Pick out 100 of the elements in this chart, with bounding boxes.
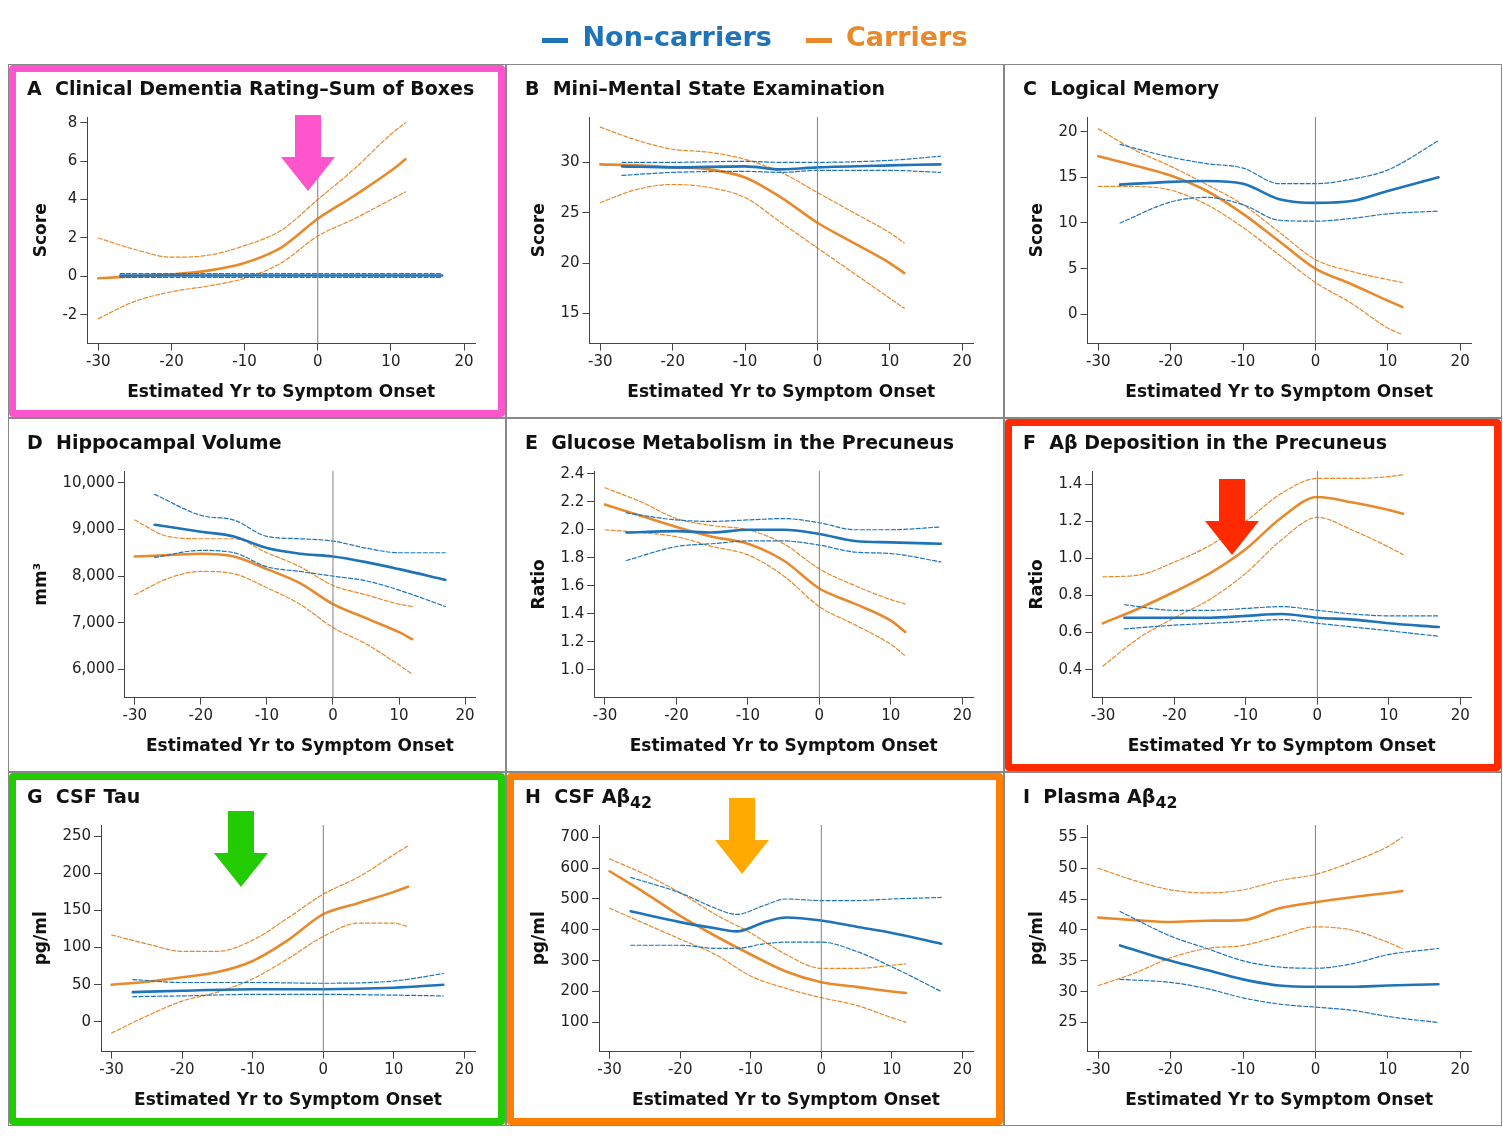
y-tick-label: 10,000 [62, 472, 115, 491]
y-tick-label: 2.2 [560, 491, 585, 510]
x-tick-label: -20 [664, 706, 689, 725]
line-series [625, 540, 942, 563]
x-tick-label: -10 [1233, 706, 1259, 725]
line-series [133, 552, 414, 641]
y-tick-label: 0.6 [1058, 622, 1083, 641]
chart-title: H CSF Aβ$_{42}$ [525, 785, 653, 812]
y-tick-label: 200 [560, 981, 590, 1000]
y-axis-title: Score [29, 203, 50, 258]
y-axis-title: Score [1025, 203, 1046, 258]
legend-label: Non-carriers [582, 20, 772, 52]
y-tick-label: 1.0 [560, 659, 585, 678]
y-tick-label: 500 [560, 888, 590, 907]
y-tick-label: 600 [560, 858, 590, 877]
line-series [609, 858, 907, 969]
y-tick-label: 2.4 [560, 463, 585, 482]
line-series [1119, 196, 1440, 224]
chart-title: D Hippocampal Volume [27, 431, 282, 453]
line-series [604, 487, 906, 605]
line-series [1118, 944, 1440, 989]
line-series [608, 869, 908, 995]
x-tick-label: -10 [1230, 352, 1256, 371]
x-axis-title: Estimated Yr to Symptom Onset [632, 1089, 940, 1110]
chart-title: C Logical Memory [1023, 77, 1220, 99]
y-tick-label: 20 [560, 252, 580, 271]
y-tick-label: 1.2 [1058, 511, 1083, 530]
line-series [1118, 176, 1440, 205]
x-tick-label: 10 [1378, 1060, 1398, 1079]
chart-title: F Aβ Deposition in the Precuneus [1023, 431, 1388, 453]
x-tick-label: -10 [738, 1060, 763, 1079]
line-series [1097, 154, 1404, 309]
y-tick-label: -2 [62, 304, 78, 323]
chart-title: A Clinical Dementia Rating–Sum of Boxes [27, 77, 475, 99]
x-axis-title: Estimated Yr to Symptom Onset [627, 381, 936, 402]
y-tick-label: 200 [62, 863, 92, 882]
x-axis-title: Estimated Yr to Symptom Onset [1125, 381, 1434, 402]
y-tick-label: 35 [1058, 950, 1078, 969]
x-tick-label: -20 [1162, 706, 1187, 725]
x-tick-label: -20 [169, 1060, 195, 1079]
y-tick-label: 5 [1067, 258, 1078, 277]
y-tick-label: 7,000 [71, 612, 115, 631]
x-tick-label: 0 [816, 1060, 827, 1079]
line-series [154, 549, 446, 608]
x-tick-label: 0 [318, 1060, 329, 1079]
x-tick-label: -10 [1230, 1060, 1256, 1079]
y-tick-label: 100 [62, 937, 92, 956]
line-series [603, 503, 907, 634]
x-tick-label: -30 [1086, 1060, 1111, 1079]
line-series [1102, 516, 1404, 667]
x-tick-label: -10 [240, 1060, 265, 1079]
line-series [1119, 910, 1440, 969]
x-tick-label: -30 [592, 706, 618, 725]
y-tick-label: 2.0 [560, 519, 585, 538]
x-axis-title: Estimated Yr to Symptom Onset [134, 1089, 442, 1110]
x-tick-label: 0 [812, 352, 823, 371]
x-tick-label: -20 [660, 352, 685, 371]
y-tick-label: 50 [71, 974, 92, 993]
legend-label: Carriers [845, 20, 968, 52]
y-tick-label: 0 [81, 1011, 92, 1030]
x-tick-label: 20 [1450, 1060, 1470, 1079]
x-tick-label: -10 [254, 706, 280, 725]
y-tick-label: 15 [1058, 167, 1078, 186]
y-axis-title: Score [527, 203, 548, 258]
x-tick-label: 10 [381, 352, 401, 371]
x-tick-label: -30 [86, 352, 111, 371]
y-tick-label: 25 [1058, 1012, 1078, 1031]
y-tick-label: 0 [1067, 304, 1078, 323]
y-tick-label: 40 [1058, 919, 1078, 938]
line-series [630, 876, 942, 916]
y-axis-title: Ratio [1025, 559, 1046, 610]
y-tick-label: 700 [560, 827, 590, 846]
y-tick-label: 9,000 [71, 519, 115, 538]
y-tick-label: 50 [1058, 858, 1078, 877]
y-tick-label: 8 [67, 112, 78, 131]
x-tick-label: 0 [1310, 1060, 1321, 1079]
line-series [1097, 128, 1403, 283]
x-tick-label: 10 [882, 1060, 902, 1079]
y-tick-label: 150 [62, 900, 92, 919]
x-tick-label: 0 [312, 352, 323, 371]
y-tick-label: 45 [1058, 888, 1078, 907]
line-series [111, 845, 409, 952]
y-tick-label: 6 [67, 151, 78, 170]
line-series [97, 122, 407, 258]
y-tick-label: 30 [1058, 981, 1078, 1000]
x-tick-label: 0 [1312, 706, 1323, 725]
x-tick-label: 20 [455, 706, 475, 725]
line-series [604, 529, 906, 657]
y-tick-label: 30 [560, 152, 580, 171]
y-tick-label: 1.4 [560, 603, 585, 622]
y-tick-label: 4 [67, 189, 78, 208]
y-tick-label: 300 [560, 950, 590, 969]
x-tick-label: -10 [735, 706, 761, 725]
x-axis-title: Estimated Yr to Symptom Onset [629, 735, 938, 756]
line-series [621, 155, 942, 163]
y-tick-label: 1.4 [1058, 473, 1083, 492]
line-series [131, 983, 445, 994]
x-tick-label: 10 [384, 1060, 404, 1079]
line-series [1097, 926, 1403, 987]
y-tick-label: 6,000 [71, 659, 115, 678]
